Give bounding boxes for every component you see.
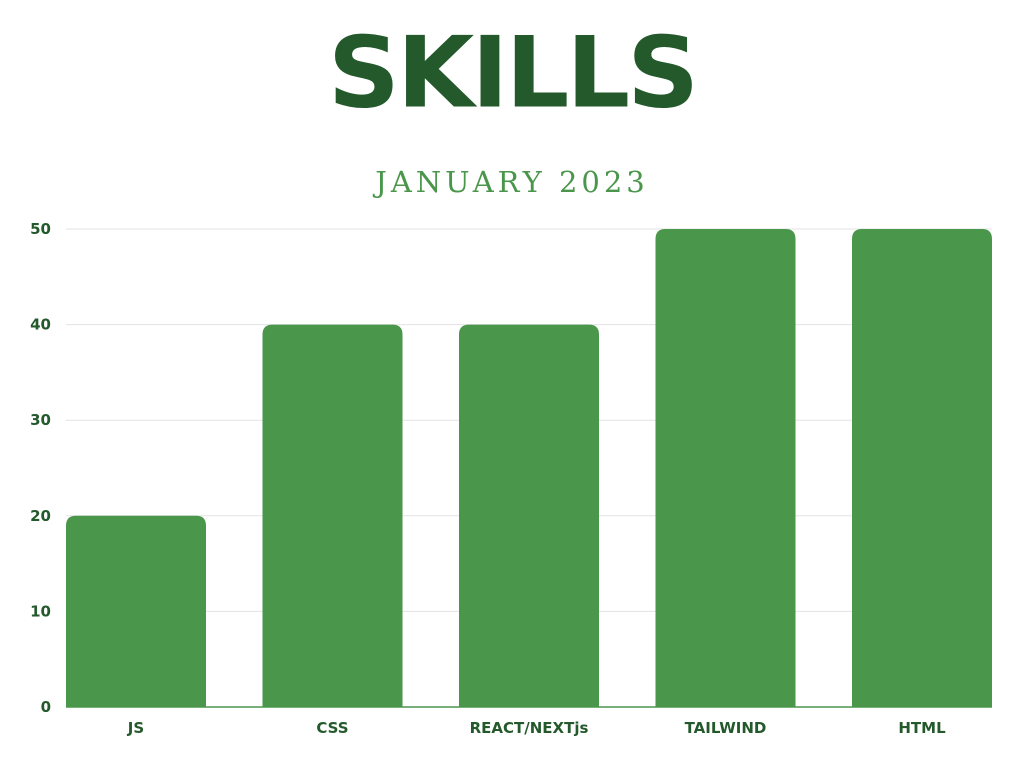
y-tick-label: 20 [30, 507, 51, 525]
y-tick-label: 30 [30, 411, 51, 429]
bar-js [66, 515, 206, 707]
bar-react-nextjs [459, 324, 599, 707]
chart-title: SKILLS [327, 15, 699, 130]
y-tick-label: 50 [30, 220, 51, 238]
x-tick-label: HTML [898, 719, 946, 737]
x-tick-label: CSS [316, 719, 348, 737]
chart-subtitle: JANUARY 2023 [375, 165, 649, 199]
bar-html [852, 229, 992, 707]
y-tick-label: 10 [30, 602, 51, 620]
x-tick-label: JS [127, 719, 144, 737]
bar-css [262, 324, 403, 707]
y-tick-label: 40 [30, 316, 51, 334]
y-tick-label: 0 [41, 698, 51, 716]
x-tick-label: REACT/NEXTjs [470, 719, 589, 737]
x-tick-label: TAILWIND [685, 719, 767, 737]
bar-tailwind [655, 229, 796, 707]
